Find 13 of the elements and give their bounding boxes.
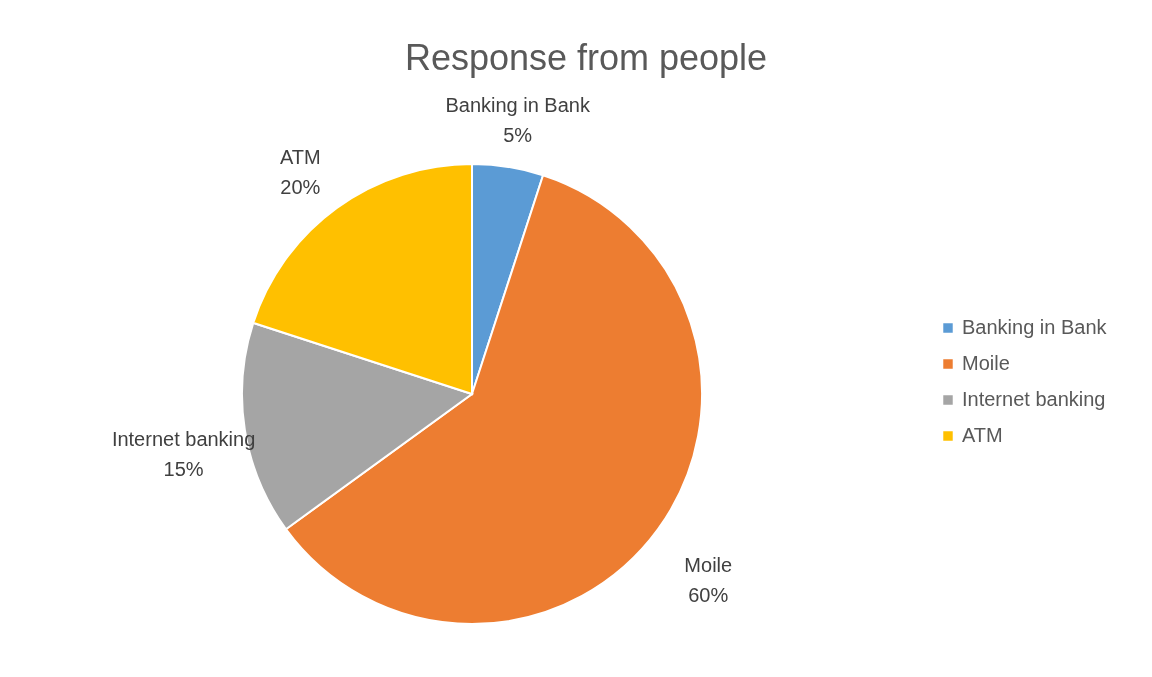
chart-title: Response from people <box>404 37 768 78</box>
legend-label: Internet banking <box>962 388 1106 410</box>
data-label: 20% <box>280 175 321 198</box>
data-label: 5% <box>503 123 533 146</box>
legend-label: ATM <box>962 424 1003 446</box>
slice-label: ATM <box>280 145 321 168</box>
legend-label: Banking in Bank <box>962 316 1108 338</box>
data-label: 15% <box>163 457 204 480</box>
slice-label: Internet banking <box>111 427 256 450</box>
slice-label: Banking in Bank <box>445 93 591 116</box>
legend-label: Moile <box>962 352 1010 374</box>
data-label: 60% <box>688 583 729 606</box>
slice-label: Moile <box>684 553 733 576</box>
